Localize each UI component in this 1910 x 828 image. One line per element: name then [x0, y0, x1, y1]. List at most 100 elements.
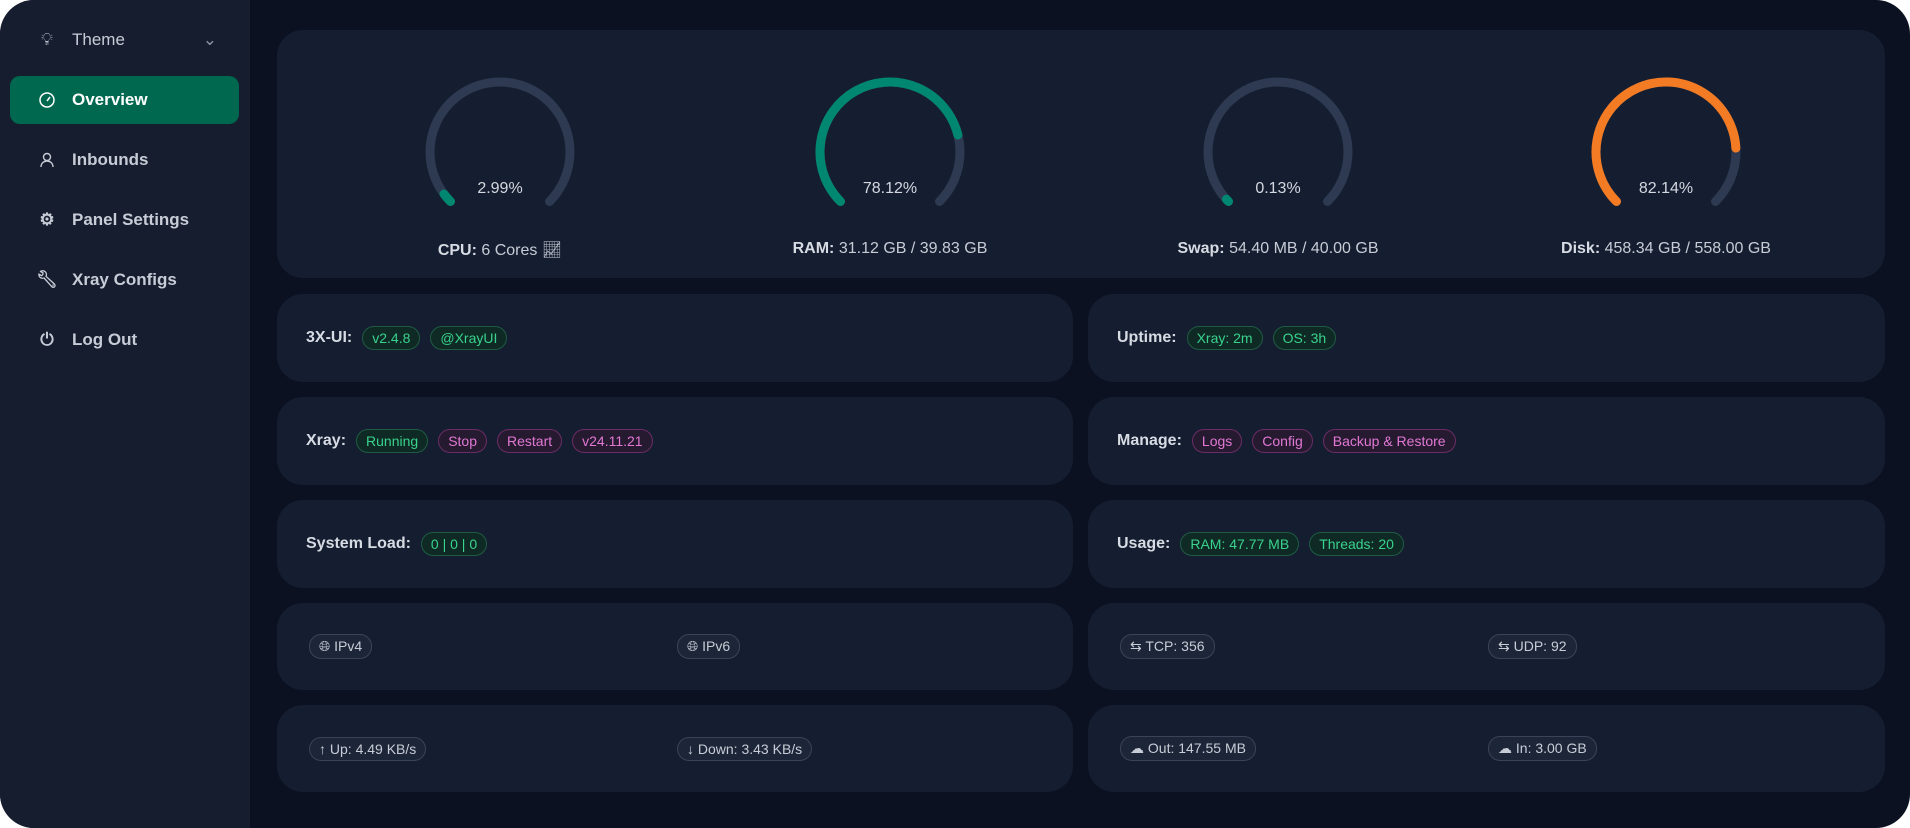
ipv4-button[interactable]: 🌐︎ IPv4	[309, 634, 373, 659]
xray-label: Xray:	[306, 432, 347, 449]
traffic-card: ☁︎ Out: 147.55 MB ☁︎ In: 3.00 GB	[1088, 705, 1885, 792]
gauge-track	[425, 77, 575, 206]
xray-version-button[interactable]: v24.11.21	[572, 429, 653, 453]
sidebar-item-panel-settings[interactable]: ⚙︎ Panel Settings	[10, 196, 239, 244]
logout-icon: ⏻	[40, 330, 54, 349]
gauge-detail: 54.40 MB / 40.00 GB	[1229, 240, 1379, 257]
bulb-icon: 💡︎	[41, 30, 53, 49]
sidebar: 💡︎ Theme ⌄ Overview Inbounds ⚙︎ Panel Setti…	[0, 0, 250, 828]
gauge-track	[1203, 77, 1353, 206]
sidebar-item-label: Panel Settings	[72, 210, 190, 229]
sidebar-item-theme[interactable]: 💡︎ Theme ⌄	[10, 16, 239, 64]
udp-tag: ⇆ UDP: 92	[1488, 634, 1577, 659]
threads-tag: Threads: 20	[1309, 532, 1404, 556]
ram-gauge: 78.12% RAM: 31.12 GB / 39.83 GB	[740, 72, 1040, 258]
arrow-up-icon: ↑	[319, 740, 330, 757]
xui-card: 3X-UI: v2.4.8 @XrayUI	[277, 294, 1073, 382]
up-label: Up: 4.49 KB/s	[329, 740, 417, 757]
xray-card: Xray: Running Stop Restart v24.11.21	[277, 397, 1073, 485]
backup-restore-button[interactable]: Backup & Restore	[1322, 429, 1456, 453]
gauge-label-title: Swap:	[1177, 240, 1225, 257]
ipv6-label: IPv6	[702, 638, 731, 654]
gauge-value: 0.13%	[1255, 180, 1301, 197]
version-tag: v2.4.8	[362, 326, 421, 350]
udp-label: UDP: 92	[1513, 638, 1567, 654]
gauge-detail: 458.34 GB / 558.00 GB	[1604, 240, 1771, 257]
gauge-fill	[1591, 77, 1741, 206]
upload-speed-tag: ↑ Up: 4.49 KB/s	[309, 736, 427, 761]
gauge-label-title: RAM:	[792, 240, 835, 257]
user-icon	[38, 152, 56, 168]
manage-card: Manage: Logs Config Backup & Restore	[1088, 397, 1885, 485]
tcp-tag: ⇆ TCP: 356	[1120, 634, 1215, 659]
gauge-detail: 6 Cores	[481, 242, 538, 259]
ip-card: 🌐︎ IPv4 🌐︎ IPv6	[277, 603, 1073, 690]
sidebar-item-inbounds[interactable]: Inbounds	[10, 136, 239, 184]
system-load-card: System Load: 0 | 0 | 0	[277, 500, 1073, 588]
stop-button[interactable]: Stop	[438, 429, 487, 453]
xray-status-tag: Running	[356, 429, 429, 453]
usage-card: Usage: RAM: 47.77 MB Threads: 20	[1088, 500, 1885, 588]
gear-icon: ⚙︎	[39, 210, 55, 229]
gauge-fill	[1221, 194, 1234, 206]
sidebar-item-label: Theme	[72, 30, 125, 49]
gauge-label: Swap: 54.40 MB / 40.00 GB	[1128, 240, 1428, 258]
gauge-value: 82.14%	[1638, 180, 1694, 197]
sidebar-item-label: Inbounds	[72, 150, 149, 169]
chart-icon[interactable]: 📈︎	[541, 242, 563, 259]
sidebar-item-label: Overview	[72, 90, 148, 109]
sidebar-item-label: Xray Configs	[72, 270, 177, 289]
dashboard-icon	[38, 92, 56, 108]
wrench-icon: 🔧︎	[36, 270, 58, 289]
arrow-down-icon: ↓	[687, 740, 698, 757]
disk-gauge: 82.14% Disk: 458.34 GB / 558.00 GB	[1516, 72, 1816, 258]
gauge-label-title: Disk:	[1561, 240, 1601, 257]
ipv6-button[interactable]: 🌐︎ IPv6	[677, 634, 741, 659]
down-label: Down: 3.43 KB/s	[697, 740, 803, 757]
cloud-upload-icon: ☁︎	[1130, 740, 1148, 756]
restart-button[interactable]: Restart	[497, 429, 563, 453]
traffic-in-tag: ☁︎ In: 3.00 GB	[1488, 736, 1597, 761]
system-gauges-card: 2.99% CPU: 6 Cores 📈︎ 78.12% RAM: 31.12 …	[277, 30, 1885, 278]
tcp-label: TCP: 356	[1145, 638, 1205, 654]
gauge-fill	[815, 77, 963, 206]
uptime-card: Uptime: Xray: 2m OS: 3h	[1088, 294, 1885, 382]
load-label: System Load:	[306, 535, 411, 552]
sidebar-item-label: Log Out	[72, 330, 138, 349]
xray-uptime-tag: Xray: 2m	[1186, 326, 1263, 350]
gauge-value: 78.12%	[862, 180, 918, 197]
usage-label: Usage:	[1117, 535, 1171, 552]
gauge-value: 2.99%	[477, 180, 523, 197]
chevron-down-icon: ⌄	[202, 30, 217, 49]
sidebar-item-overview[interactable]: Overview	[10, 76, 239, 124]
download-speed-tag: ↓ Down: 3.43 KB/s	[677, 736, 813, 761]
sidebar-item-xray-configs[interactable]: 🔧︎ Xray Configs	[10, 256, 239, 304]
gauge-detail: 31.12 GB / 39.83 GB	[838, 240, 988, 257]
connections-card: ⇆ TCP: 356 ⇆ UDP: 92	[1088, 603, 1885, 690]
in-label: In: 3.00 GB	[1515, 740, 1587, 756]
ipv4-label: IPv4	[334, 638, 363, 654]
swap-arrows-icon: ⇆	[1498, 638, 1514, 654]
xui-label: 3X-UI:	[306, 329, 353, 346]
channel-link[interactable]: @XrayUI	[430, 326, 508, 350]
globe-icon: 🌐︎	[319, 638, 335, 654]
swap-gauge: 0.13% Swap: 54.40 MB / 40.00 GB	[1128, 72, 1428, 258]
gauge-fill	[439, 189, 456, 206]
gauge-label: Disk: 458.34 GB / 558.00 GB	[1516, 240, 1816, 258]
config-button[interactable]: Config	[1252, 429, 1313, 453]
os-uptime-tag: OS: 3h	[1272, 326, 1337, 350]
load-tag: 0 | 0 | 0	[420, 532, 488, 556]
globe-icon: 🌐︎	[687, 638, 703, 654]
speed-card: ↑ Up: 4.49 KB/s ↓ Down: 3.43 KB/s	[277, 705, 1073, 792]
traffic-out-tag: ☁︎ Out: 147.55 MB	[1120, 736, 1256, 761]
cpu-gauge: 2.99% CPU: 6 Cores 📈︎	[350, 72, 650, 260]
out-label: Out: 147.55 MB	[1147, 740, 1246, 756]
gauge-label: RAM: 31.12 GB / 39.83 GB	[740, 240, 1040, 258]
sidebar-item-log-out[interactable]: ⏻ Log Out	[10, 316, 239, 364]
ram-usage-tag: RAM: 47.77 MB	[1180, 532, 1300, 556]
gauge-label-title: CPU:	[437, 242, 477, 259]
logs-button[interactable]: Logs	[1191, 429, 1243, 453]
uptime-label: Uptime:	[1117, 329, 1177, 346]
swap-arrows-icon: ⇆	[1130, 638, 1146, 654]
